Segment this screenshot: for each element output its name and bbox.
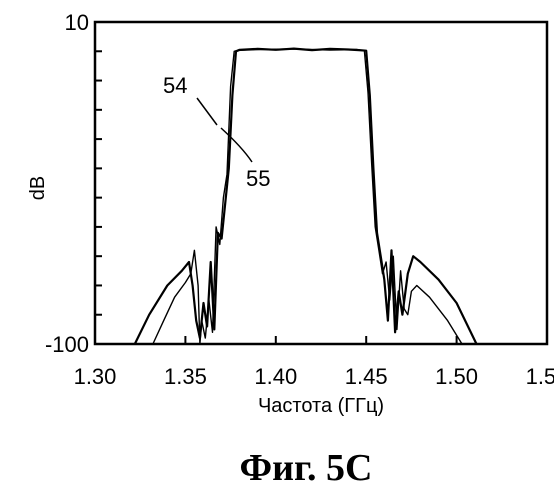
x-tick-label: 1.35 xyxy=(164,364,207,389)
x-axis-label: Частота (ГГц) xyxy=(258,395,384,417)
series-label-54: 54 xyxy=(163,73,187,98)
x-tick-label: 1.50 xyxy=(435,364,478,389)
series-label-55: 55 xyxy=(246,166,270,191)
x-tick-label: 1.45 xyxy=(345,364,388,389)
y-tick-label: 10 xyxy=(65,10,89,35)
x-tick-label: 1.30 xyxy=(74,364,117,389)
y-tick-label: -100 xyxy=(45,332,89,357)
y-axis-label: dB xyxy=(27,176,49,200)
figure-caption: Фиг. 5C xyxy=(240,447,373,489)
x-tick-label: 1.55 xyxy=(526,364,554,389)
x-tick-label: 1.40 xyxy=(254,364,297,389)
